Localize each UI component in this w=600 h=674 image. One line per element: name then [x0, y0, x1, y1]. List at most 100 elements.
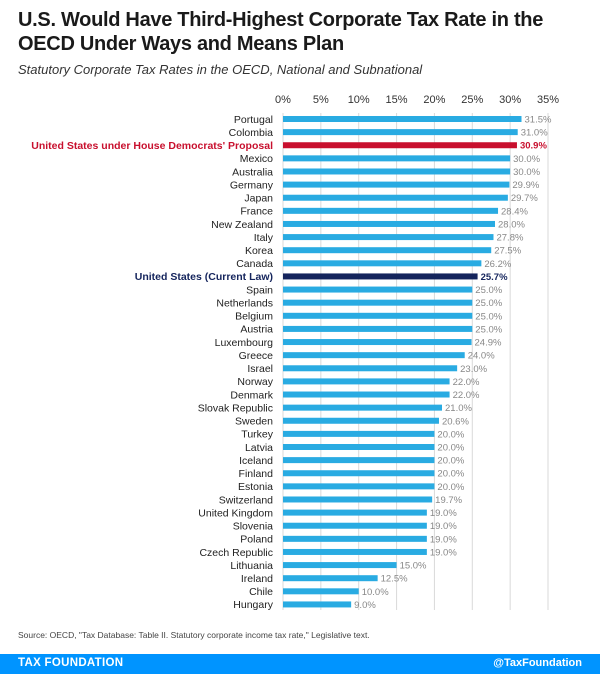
bar: [283, 339, 472, 346]
category-label: Netherlands: [216, 297, 273, 309]
category-label: Ireland: [241, 573, 273, 585]
value-label: 20.0%: [437, 469, 464, 480]
x-tick-label: 25%: [461, 94, 483, 106]
x-tick-label: 35%: [537, 94, 559, 106]
bar: [283, 391, 450, 398]
value-label: 22.0%: [453, 390, 480, 401]
category-label: United States (Current Law): [135, 271, 273, 283]
value-label: 24.9%: [475, 338, 502, 349]
twitter-handle[interactable]: @TaxFoundation: [493, 657, 582, 669]
bar: [283, 194, 508, 201]
value-label: 24.0%: [468, 351, 495, 362]
category-label: Australia: [232, 166, 273, 178]
bar: [283, 220, 495, 227]
x-tick-label: 5%: [313, 94, 329, 106]
value-label: 23.0%: [460, 364, 487, 375]
bar: [283, 299, 473, 306]
bar: [283, 247, 492, 254]
bar: [283, 116, 522, 122]
brand-name: TAX FOUNDATION: [18, 657, 124, 669]
category-label: Finland: [239, 468, 274, 480]
bar: [283, 496, 433, 503]
category-label: Mexico: [240, 153, 273, 165]
value-label: 28.4%: [501, 206, 528, 217]
bar: [283, 260, 482, 267]
bar: [283, 417, 439, 424]
bar: [283, 352, 465, 359]
bar: [283, 562, 397, 569]
value-label: 30.9%: [520, 141, 547, 152]
value-label: 19.0%: [430, 547, 457, 558]
bar: [283, 470, 435, 477]
value-label: 19.0%: [430, 521, 457, 532]
category-label: Czech Republic: [199, 547, 273, 559]
category-label: Poland: [240, 534, 273, 546]
bar: [283, 325, 473, 332]
value-label: 19.0%: [430, 534, 457, 545]
bar: [283, 234, 494, 241]
category-label: Slovenia: [233, 521, 273, 533]
value-label: 25.7%: [481, 272, 508, 283]
value-label: 20.0%: [437, 429, 464, 440]
bar: [283, 430, 435, 437]
category-label: Slovak Republic: [198, 402, 273, 414]
category-label: Colombia: [229, 127, 274, 139]
category-label: Portugal: [234, 114, 273, 126]
category-label: Iceland: [239, 455, 273, 467]
category-label: Turkey: [241, 429, 273, 441]
category-label: New Zealand: [211, 219, 273, 231]
bar: [283, 168, 511, 175]
bar: [283, 312, 473, 319]
bar: [283, 129, 518, 136]
category-label: Spain: [246, 284, 273, 296]
value-label: 20.0%: [437, 456, 464, 467]
value-label: 20.0%: [437, 482, 464, 493]
value-label: 10.0%: [362, 587, 389, 598]
value-label: 29.7%: [511, 193, 538, 204]
category-label: Korea: [245, 245, 273, 257]
bar: [283, 548, 427, 555]
bar-chart: 0% 5% 10% 15% 20% 25% 30% 35% Portugal 31.5% Colom…: [31, 94, 559, 611]
category-label: Canada: [236, 258, 273, 270]
bar: [283, 601, 352, 608]
category-label: Hungary: [233, 599, 273, 611]
category-label: Italy: [254, 232, 274, 244]
bar: [283, 483, 435, 490]
value-label: 20.6%: [442, 416, 469, 427]
value-label: 27.8%: [496, 233, 523, 244]
category-label: United Kingdom: [198, 507, 273, 519]
value-label: 31.0%: [521, 128, 548, 139]
bar: [283, 588, 359, 595]
value-label: 21.0%: [445, 403, 472, 414]
category-label: Japan: [244, 193, 273, 205]
category-label: Estonia: [238, 481, 273, 493]
value-label: 28.0%: [498, 219, 525, 230]
value-label: 30.0%: [513, 167, 540, 178]
value-label: 12.5%: [381, 574, 408, 585]
category-label: Greece: [239, 350, 274, 362]
bar: [283, 207, 499, 214]
value-label: 31.5%: [525, 115, 552, 126]
value-label: 15.0%: [400, 561, 427, 572]
bar: [283, 142, 517, 149]
x-tick-label: 15%: [386, 94, 408, 106]
source-note: Source: OECD, "Tax Database: Table II. S…: [18, 630, 370, 640]
x-tick-label: 10%: [348, 94, 370, 106]
value-label: 22.0%: [453, 377, 480, 388]
value-label: 26.2%: [484, 259, 511, 270]
category-label: Germany: [230, 179, 274, 191]
category-label: Switzerland: [219, 494, 273, 506]
category-label: France: [240, 206, 273, 218]
category-label: Sweden: [235, 416, 273, 428]
category-label: Latvia: [245, 442, 273, 454]
value-label: 19.0%: [430, 508, 457, 519]
category-label: Luxembourg: [215, 337, 274, 349]
category-label: United States under House Democrats' Pro…: [31, 140, 273, 152]
bar: [283, 509, 427, 516]
category-label: Belgium: [235, 311, 273, 323]
x-tick-label: 30%: [499, 94, 521, 106]
chart-title: U.S. Would Have Third-Highest Corporate …: [18, 9, 544, 55]
category-label: Chile: [249, 586, 273, 598]
category-label: Norway: [237, 376, 273, 388]
bar: [283, 457, 435, 464]
